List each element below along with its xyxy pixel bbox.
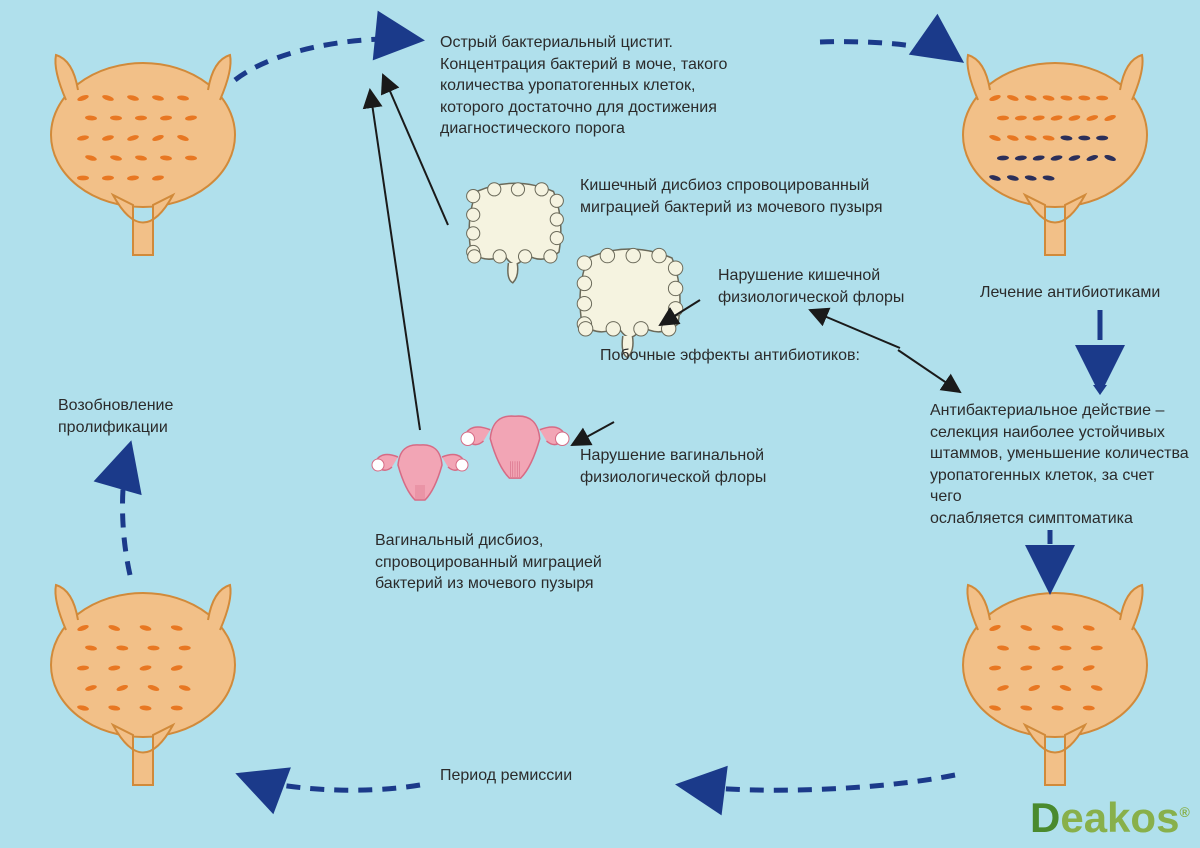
- text-renewal: Возобновление пролификации: [58, 395, 218, 438]
- text-vaginal-dysbiosis: Вагинальный дисбиоз, спровоцированный ми…: [375, 530, 635, 595]
- text-acute-cystitis: Острый бактериальный цистит. Концентраци…: [440, 32, 810, 140]
- text-antibacterial-action: Антибактериальное действие – селекция на…: [930, 400, 1190, 530]
- text-side-effects: Побочные эффекты антибиотиков:: [600, 345, 900, 367]
- text-remission: Период ремиссии: [440, 765, 640, 787]
- text-intestinal-dysbiosis: Кишечный дисбиоз спровоцированный миграц…: [580, 175, 920, 218]
- text-antibiotic-treatment: Лечение антибиотиками: [980, 282, 1190, 304]
- deakos-logo: Deakos®: [1030, 794, 1190, 842]
- text-vaginal-flora: Нарушение вагинальной физиологической фл…: [580, 445, 800, 488]
- text-intestinal-flora: Нарушение кишечной физиологической флоры: [718, 265, 938, 308]
